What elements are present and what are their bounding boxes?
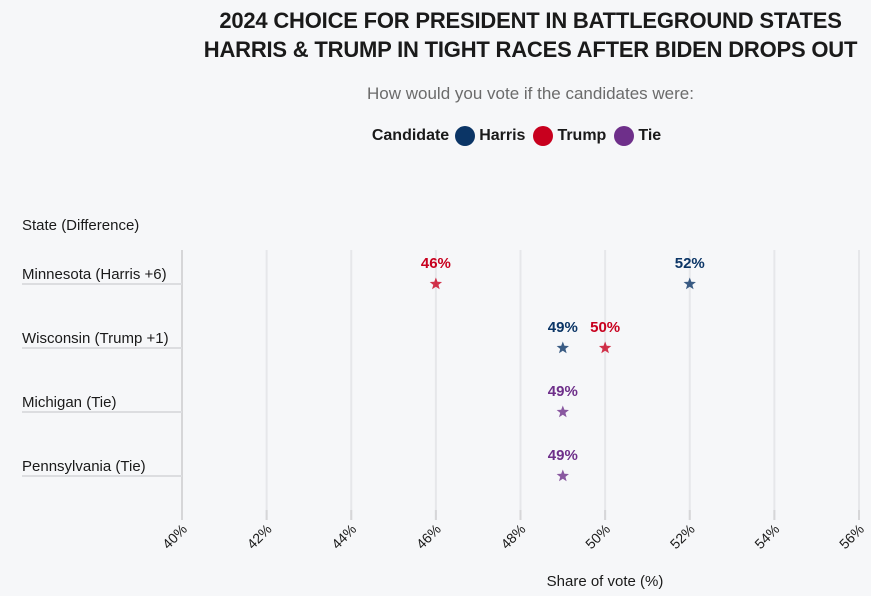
data-label: 46%: [421, 255, 451, 272]
x-tick-label: 42%: [244, 521, 275, 552]
legend-label-tie: Tie: [638, 127, 662, 144]
legend-item-trump[interactable]: Trump: [533, 126, 606, 146]
x-axis-title: Share of vote (%): [547, 573, 664, 590]
chart-title: 2024 CHOICE FOR PRESIDENT IN BATTLEGROUN…: [190, 6, 871, 64]
title-line-1: 2024 CHOICE FOR PRESIDENT IN BATTLEGROUN…: [219, 8, 842, 33]
y-category-label: Minnesota (Harris +6): [22, 266, 167, 283]
x-tick-label: 40%: [159, 521, 190, 552]
legend-label-trump: Trump: [557, 127, 607, 144]
x-tick-label: 46%: [413, 521, 444, 552]
y-axis-title: State (Difference): [22, 217, 139, 234]
legend-swatch-tie: [614, 126, 635, 146]
data-label: 52%: [675, 255, 705, 272]
data-label: 49%: [548, 383, 578, 400]
legend-item-tie[interactable]: Tie: [614, 126, 661, 146]
title-line-2: HARRIS & TRUMP IN TIGHT RACES AFTER BIDE…: [203, 37, 858, 62]
legend-item-harris[interactable]: Harris: [455, 126, 525, 146]
data-label: 49%: [548, 319, 578, 336]
data-label: 49%: [548, 447, 578, 464]
x-tick-label: 44%: [328, 521, 359, 552]
legend-label-harris: Harris: [479, 127, 526, 144]
x-tick-label: 48%: [497, 521, 528, 552]
x-tick-label: 50%: [582, 521, 613, 552]
legend-title: Candidate: [371, 127, 450, 144]
legend-swatch-harris: [455, 126, 476, 146]
y-category-label: Michigan (Tie): [22, 394, 116, 411]
point-harris[interactable]: [556, 341, 569, 354]
chart-question: How would you vote if the candidates wer…: [367, 84, 694, 103]
x-tick-label: 54%: [751, 521, 782, 552]
data-label: 50%: [590, 319, 620, 336]
point-trump[interactable]: [429, 277, 443, 290]
point-harris[interactable]: [683, 277, 696, 290]
y-category-label: Wisconsin (Trump +1): [22, 330, 169, 347]
point-trump[interactable]: [598, 341, 612, 354]
x-tick-label: 56%: [836, 521, 867, 552]
legend-swatch-trump: [533, 126, 554, 146]
x-tick-label: 52%: [667, 521, 698, 552]
legend: Candidate Harris Trump Tie: [0, 126, 871, 146]
y-category-label: Pennsylvania (Tie): [22, 458, 146, 475]
point-tie[interactable]: [556, 405, 569, 418]
point-tie[interactable]: [556, 469, 569, 482]
